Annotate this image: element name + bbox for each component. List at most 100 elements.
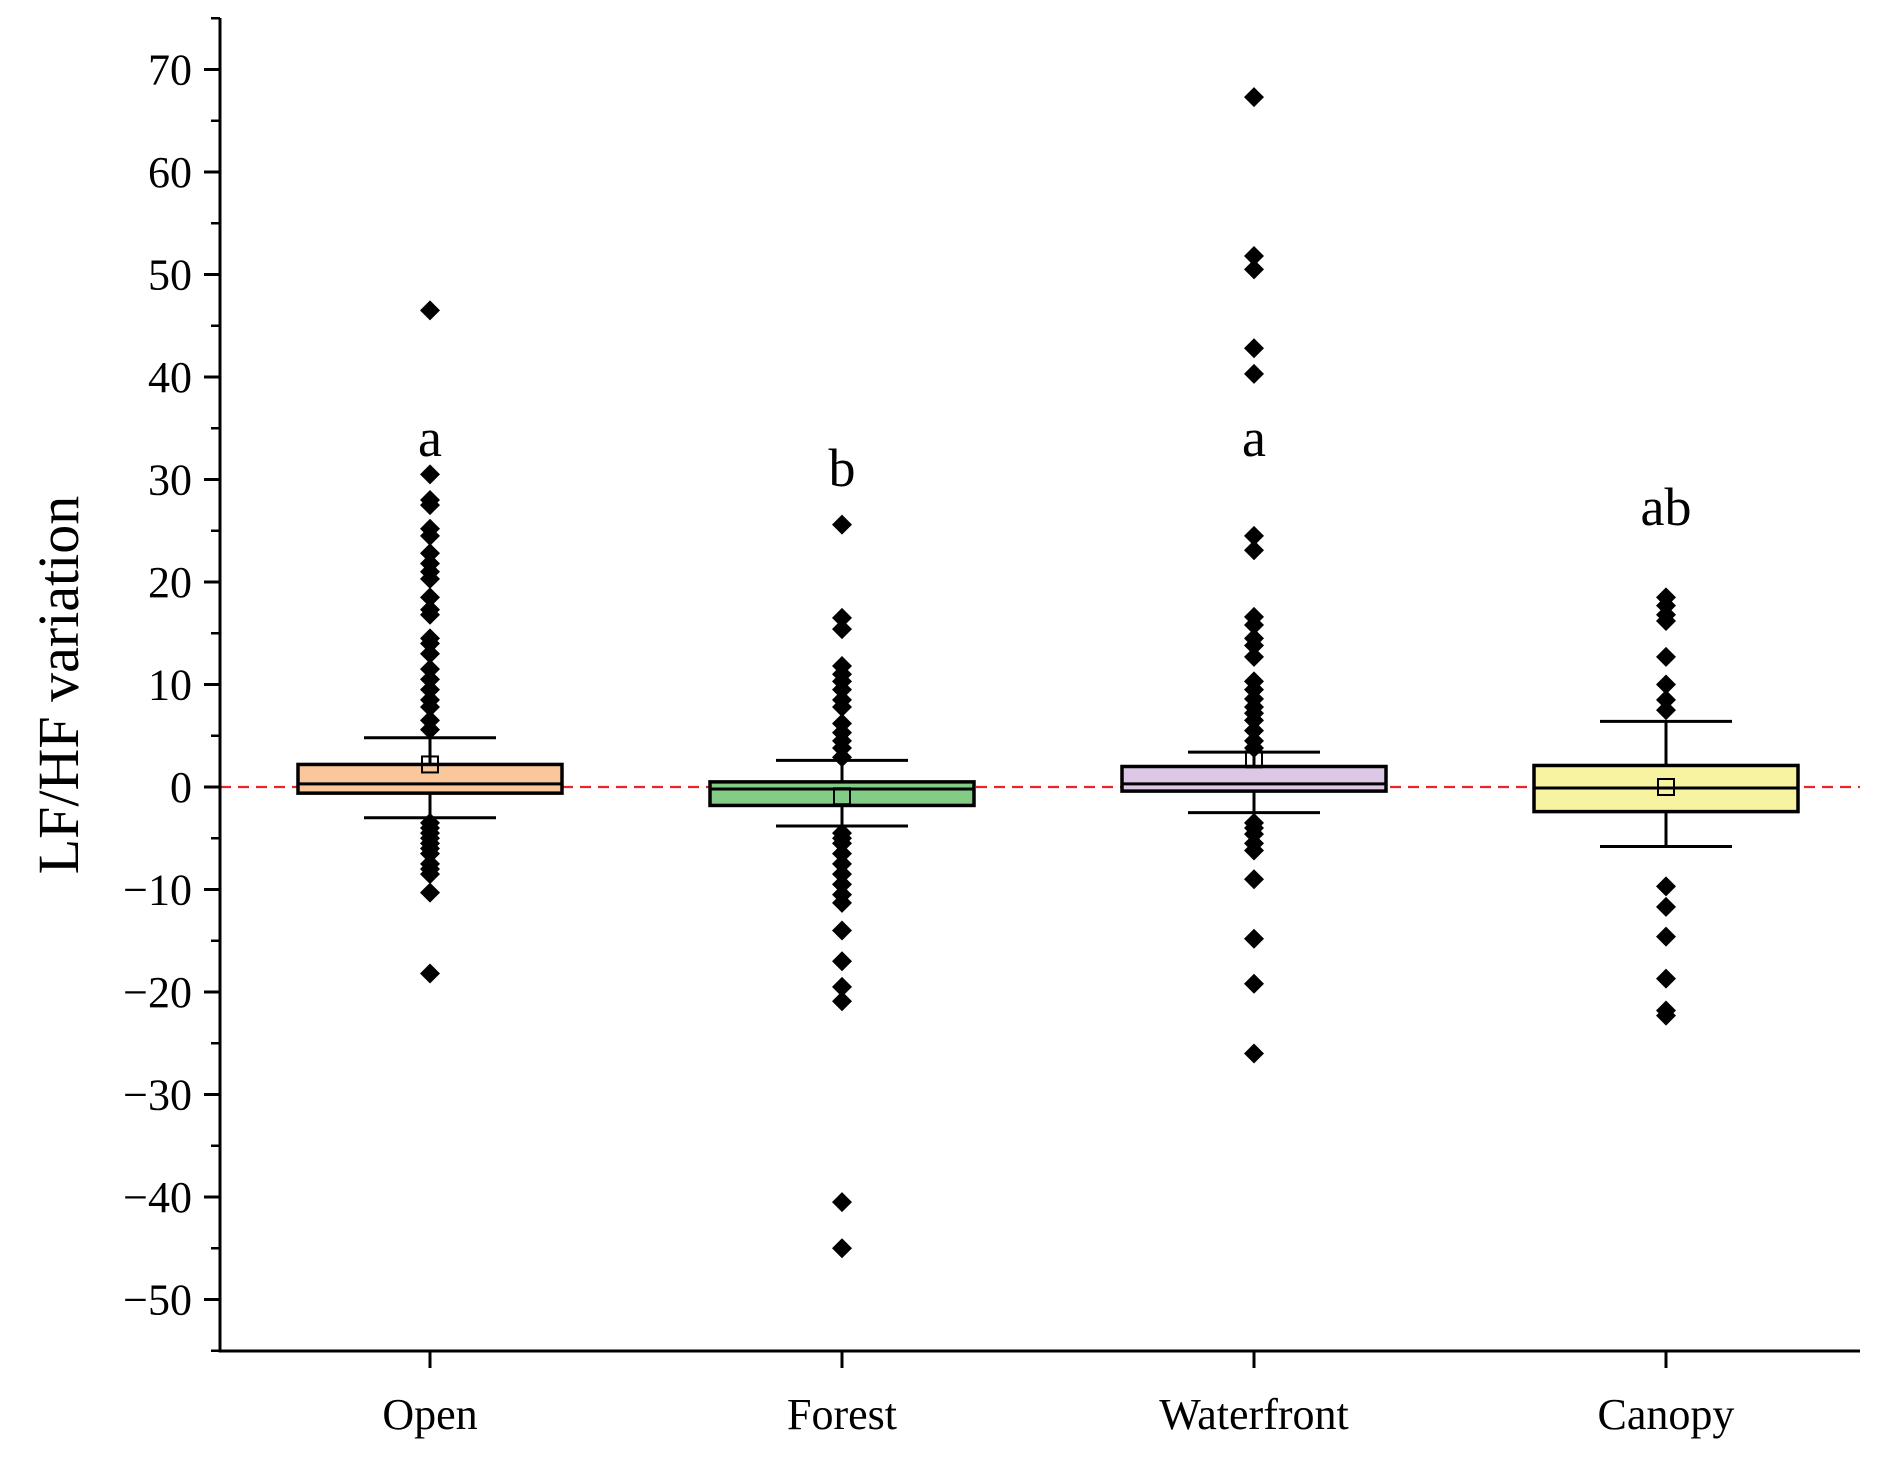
outlier-point [420,543,440,564]
outlier-point [832,679,852,700]
outlier-point [1244,525,1264,546]
outlier-point [420,679,440,700]
significance-label: b [829,438,856,498]
outlier-point [420,882,440,903]
x-category-label: Open [382,1390,477,1439]
outlier-point [1244,840,1264,861]
outlier-point [420,495,440,516]
y-tick-label: −10 [123,866,192,915]
mean-marker [421,755,439,774]
y-tick-label: 70 [148,46,192,95]
outlier-point [1244,738,1264,759]
label-layer: LF/HF variation a b aab [26,408,1691,874]
outlier-point [1244,635,1264,656]
mean-marker [833,787,851,806]
outlier-point [420,843,440,864]
outlier-point [1244,338,1264,359]
outlier-point [420,604,440,625]
y-axis-title: LF/HF variation [26,496,91,875]
x-category-label: Forest [787,1390,897,1439]
iqr-box [1120,764,1388,793]
outlier-point [420,669,440,690]
outlier-point [832,619,852,640]
outlier-point [832,874,852,895]
outlier-point [1244,928,1264,949]
outlier-point [1244,1043,1264,1064]
outlier-point [420,643,440,664]
significance-label: a [1242,408,1266,468]
outlier-point [1244,973,1264,994]
outlier-point [832,864,852,885]
outlier-point [420,659,440,680]
mean-marker [1657,778,1675,796]
outlier-point [420,464,440,485]
y-tick-label: 30 [148,456,192,505]
outlier-point [1656,610,1676,631]
box-layer [296,719,1800,848]
outlier-point [1244,615,1264,636]
outlier-point [832,833,852,854]
outlier-point [1656,896,1676,917]
iqr-box [296,762,564,795]
outlier-point [420,568,440,589]
outlier-point [1244,646,1264,667]
outlier-point [832,951,852,972]
outlier-point [832,976,852,997]
outlier-point [1244,710,1264,731]
outlier-point [1656,926,1676,947]
outlier-point [832,747,852,768]
outlier-point [420,525,440,546]
outlier-point [420,633,440,654]
outlier-point [420,697,440,718]
y-tick-label: 50 [148,251,192,300]
iqr-box [708,780,976,808]
y-tick-label: 20 [148,558,192,607]
outlier-point [420,587,440,608]
outlier-point [832,1192,852,1213]
outlier-point [1656,700,1676,721]
y-tick-label: 60 [148,148,192,197]
outlier-point [1244,259,1264,280]
outlier-point [1656,876,1676,897]
y-tick-label: 0 [170,763,192,812]
outlier-point [832,514,852,535]
y-tick-label: 10 [148,661,192,710]
outlier-point [832,1238,852,1259]
outlier-layer [420,87,1676,1259]
outlier-point [1656,689,1676,710]
axis-layer [218,18,1860,1353]
outlier-point [832,920,852,941]
outlier-point [832,853,852,874]
outlier-point [1244,363,1264,384]
outlier-point [1244,246,1264,267]
significance-label: ab [1641,477,1692,537]
outlier-point [1656,674,1676,695]
outlier-point [1244,540,1264,561]
significance-label: a [418,408,442,468]
outlier-point [832,892,852,913]
outlier-point [1656,646,1676,667]
outlier-point [1656,968,1676,989]
outlier-point [1244,869,1264,890]
outlier-point [1244,87,1264,108]
outlier-point [832,991,852,1012]
outlier-point [420,719,440,740]
y-tick-label: −20 [123,968,192,1017]
outlier-point [420,300,440,321]
y-tick-label: 40 [148,353,192,402]
outlier-point [1656,1005,1676,1026]
y-tick-label: −30 [123,1071,192,1120]
outlier-point [832,697,852,718]
x-category-label: Waterfront [1159,1390,1348,1439]
outlier-point [420,864,440,885]
x-tick-layer: Open Forest Waterfront Canopy [382,1351,1734,1439]
x-category-label: Canopy [1598,1390,1735,1439]
y-tick-layer: 70 60 50 40 30 20 10 0 −10 −20 −30 −40 −50 [123,17,220,1352]
outlier-point [420,963,440,984]
y-tick-label: −40 [123,1173,192,1222]
y-tick-label: −50 [123,1276,192,1325]
outlier-point [832,607,852,628]
outlier-point [832,843,852,864]
outlier-point [1244,720,1264,741]
